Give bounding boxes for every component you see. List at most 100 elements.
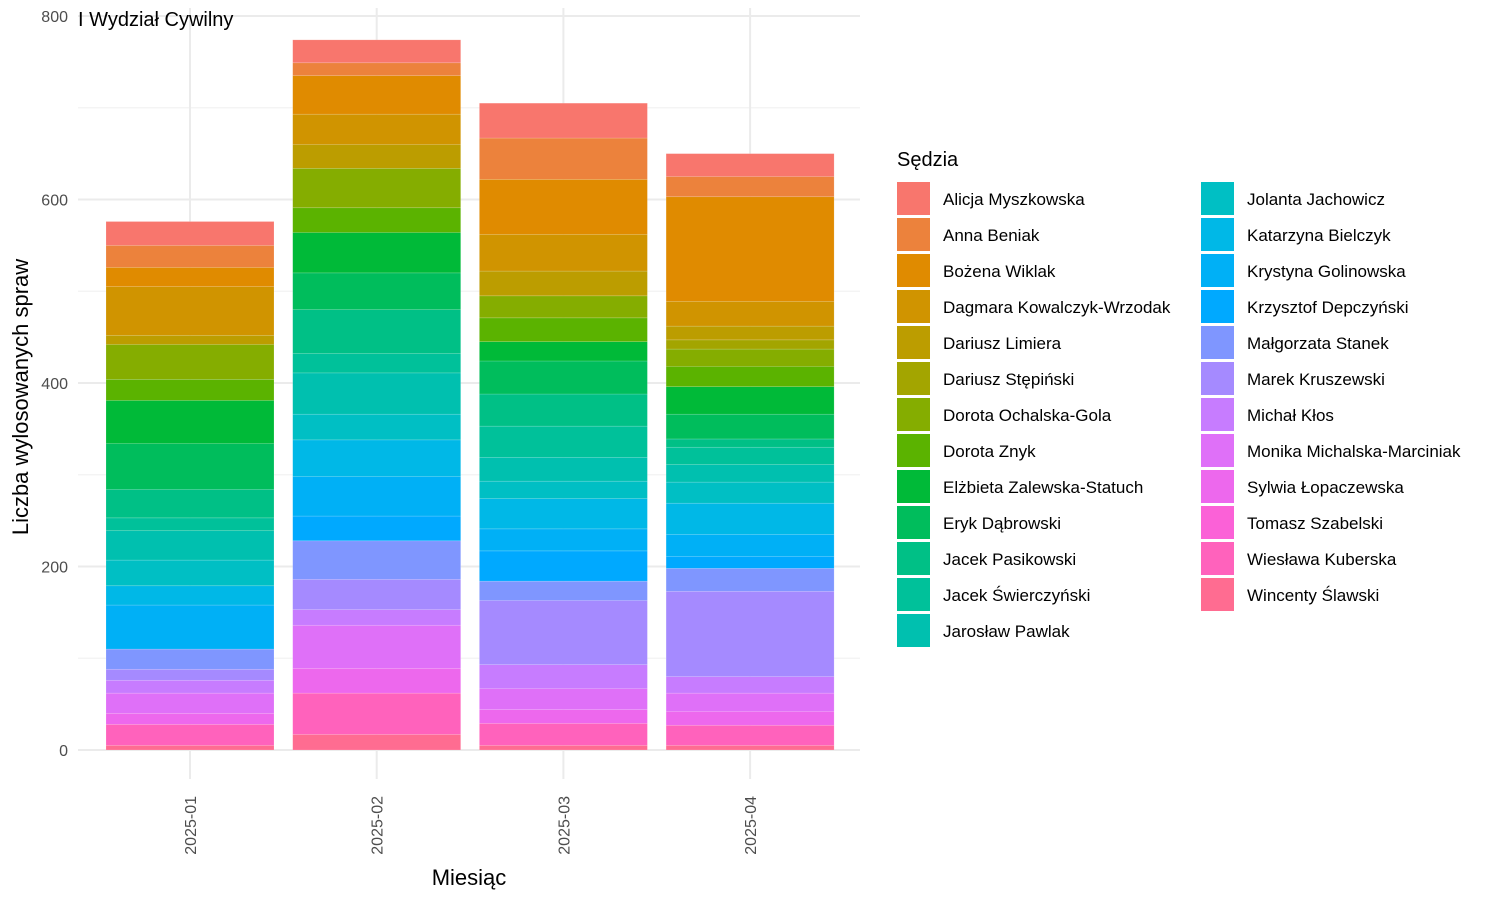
legend-swatch [897, 182, 930, 215]
legend-label: Michał Kłos [1247, 406, 1334, 425]
legend-label: Dagmara Kowalczyk-Wrzodak [943, 298, 1171, 317]
y-tick-label: 0 [59, 743, 68, 760]
bar-segment [479, 393, 648, 427]
bar-segment [479, 425, 648, 458]
bar-segment [479, 528, 648, 552]
bar-segment [479, 102, 648, 139]
legend-swatch [1201, 542, 1234, 575]
legend-swatch [1201, 218, 1234, 251]
legend-swatch [897, 326, 930, 359]
y-tick-label: 400 [41, 376, 68, 393]
bar-segment [292, 692, 462, 735]
legend-label: Jacek Świerczyński [943, 586, 1090, 605]
bar-segment [105, 221, 275, 246]
legend-label: Wiesława Kuberska [1247, 550, 1397, 569]
legend-swatch [897, 290, 930, 323]
bar-segment [292, 579, 462, 610]
legend-label: Bożena Wiklak [943, 262, 1056, 281]
bar-segment [479, 688, 648, 710]
legend-title: Sędzia [897, 149, 959, 171]
legend-label: Dariusz Stępiński [943, 370, 1074, 389]
legend-label: Dorota Ochalska-Gola [943, 406, 1112, 425]
bar-segment [665, 301, 835, 327]
bar-segment [479, 709, 648, 724]
legend-label: Jarosław Pawlak [943, 622, 1070, 641]
bar-segment [105, 245, 275, 268]
bar-segment [665, 366, 835, 387]
bar-segment [292, 232, 462, 274]
bar-segment [292, 734, 462, 751]
legend-swatch [897, 254, 930, 287]
bar-segment [665, 502, 835, 535]
legend-label: Eryk Dąbrowski [943, 514, 1061, 533]
legend-swatch [897, 542, 930, 575]
bar-segment [479, 317, 648, 343]
legend-swatch [1201, 398, 1234, 431]
legend-swatch [1201, 434, 1234, 467]
bar-segment [479, 498, 648, 530]
legend-swatch [1201, 254, 1234, 287]
y-tick-label: 800 [41, 9, 68, 26]
bar-segment [665, 153, 835, 177]
legend-label: Monika Michalska-Marciniak [1247, 442, 1461, 461]
x-tick-label: 2025-03 [556, 796, 573, 855]
bar-segment [292, 62, 462, 76]
bar-segment [105, 530, 275, 561]
bar-segment [665, 745, 835, 751]
bar-segment [105, 585, 275, 606]
bar-segment [105, 648, 275, 670]
bar-segment [665, 568, 835, 592]
bar-segment [292, 413, 462, 441]
legend-swatch [897, 578, 930, 611]
y-tick-label: 200 [41, 560, 68, 577]
bar-segment [105, 400, 275, 444]
bar-segment [292, 609, 462, 626]
y-tick-label: 600 [41, 193, 68, 210]
bar-segment [665, 438, 835, 448]
bar-segment [292, 168, 462, 209]
legend-label: Elżbieta Zalewska-Statuch [943, 478, 1143, 497]
bar-segment [292, 668, 462, 694]
bar-segment [665, 724, 835, 746]
bar-segment [292, 207, 462, 233]
legend-swatch [1201, 290, 1234, 323]
legend-label: Sylwia Łopaczewska [1247, 478, 1404, 497]
bars [105, 39, 835, 751]
legend-swatch [897, 470, 930, 503]
bar-segment [479, 457, 648, 482]
bar-segment [105, 692, 275, 714]
legend-label: Katarzyna Bielczyk [1247, 226, 1391, 245]
legend-label: Anna Beniak [943, 226, 1040, 245]
legend-swatch [1201, 362, 1234, 395]
legend-label: Dorota Znyk [943, 442, 1036, 461]
y-axis-ticks: 0 200 400 600 800 [41, 9, 68, 760]
legend-swatch [1201, 506, 1234, 539]
x-tick-label: 2025-02 [370, 796, 387, 855]
bar-segment [105, 668, 275, 681]
bar-segment [105, 344, 275, 380]
bar-segment [105, 712, 275, 725]
bar-segment [665, 676, 835, 694]
bar-segment [479, 550, 648, 582]
legend: Sędzia Alicja Myszkowska Anna Beniak Bożen… [897, 149, 1461, 647]
bar-segment [292, 540, 462, 580]
legend-label: Alicja Myszkowska [943, 190, 1085, 209]
bar-segment [479, 137, 648, 180]
bar-segment [105, 379, 275, 401]
x-tick-label: 2025-01 [183, 796, 200, 855]
bar-segment [479, 341, 648, 362]
bar-segment [665, 481, 835, 504]
legend-label: Marek Kruszewski [1247, 370, 1385, 389]
bar-segment [105, 334, 275, 345]
legend-label: Dariusz Limiera [943, 334, 1062, 353]
legend-label: Jacek Pasikowski [943, 550, 1076, 569]
bar-segment [665, 176, 835, 198]
bar-segment [105, 745, 275, 751]
bar-segment [292, 39, 462, 64]
legend-swatch [897, 614, 930, 647]
bar-segment [665, 590, 835, 677]
bar-segment [479, 270, 648, 297]
bar-segment [665, 711, 835, 726]
bar-segment [292, 353, 462, 374]
